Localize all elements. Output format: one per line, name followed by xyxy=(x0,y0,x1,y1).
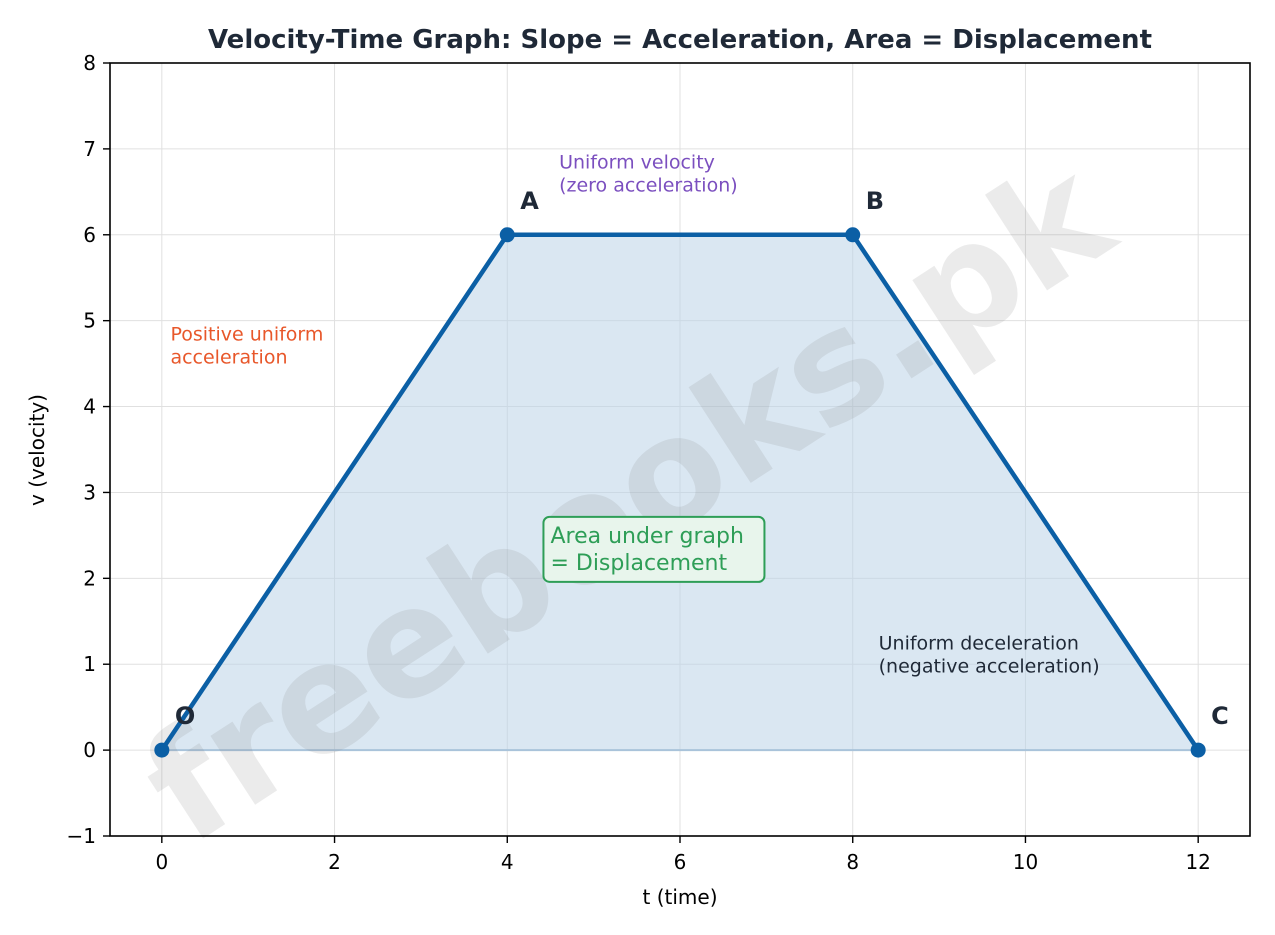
point-label-o: O xyxy=(175,702,195,730)
annotation-line: Uniform velocity xyxy=(559,151,715,173)
annotation-accel: Positive uniform acceleration xyxy=(170,323,323,368)
data-point xyxy=(499,227,515,243)
annotation-line: Positive uniform xyxy=(170,323,323,345)
x-tick-label: 2 xyxy=(328,850,341,874)
data-points: O A B C xyxy=(154,187,1229,758)
y-tick-label: 0 xyxy=(83,738,96,762)
chart-title: Velocity-Time Graph: Slope = Acceleratio… xyxy=(208,25,1152,55)
area-annotation: Area under graph = Displacement xyxy=(550,524,743,576)
point-label-b: B xyxy=(866,187,884,215)
x-tick-label: 0 xyxy=(155,850,168,874)
data-point xyxy=(154,742,170,758)
point-label-a: A xyxy=(520,187,539,215)
point-label-c: C xyxy=(1211,702,1229,730)
velocity-line xyxy=(159,232,1201,752)
y-tick-label: 2 xyxy=(83,566,96,590)
annotation-line: (zero acceleration) xyxy=(559,174,738,196)
data-point xyxy=(1190,742,1206,758)
data-point xyxy=(845,227,861,243)
y-tick-label: 3 xyxy=(83,480,96,504)
y-tick-label: 8 xyxy=(83,51,96,75)
y-tick-label: −1 xyxy=(67,824,96,848)
y-tick-label: 6 xyxy=(83,223,96,247)
annotation-line: Uniform deceleration xyxy=(879,632,1079,654)
x-axis-label: t (time) xyxy=(643,885,718,909)
x-tick-label: 6 xyxy=(674,850,687,874)
annotations: Positive uniform acceleration Uniform velo… xyxy=(170,151,1099,677)
annotation-decel: Uniform deceleration (negative accelerati… xyxy=(879,632,1100,677)
annotation-line: (negative acceleration) xyxy=(879,655,1100,677)
x-tick-label: 4 xyxy=(501,850,514,874)
area-annotation-box xyxy=(542,515,766,583)
x-tick-label: 10 xyxy=(1013,850,1038,874)
y-tick-label: 4 xyxy=(83,395,96,419)
y-axis-label: v (velocity) xyxy=(25,394,49,506)
x-tick-label: 12 xyxy=(1185,850,1210,874)
y-tick-label: 1 xyxy=(83,652,96,676)
x-tick-label: 8 xyxy=(846,850,859,874)
annotation-line: acceleration xyxy=(170,346,287,368)
area-annotation-line: Area under graph xyxy=(550,524,743,549)
series-line xyxy=(159,232,1201,752)
annotation-uniform: Uniform velocity (zero acceleration) xyxy=(559,151,738,196)
y-tick-label: 7 xyxy=(83,137,96,161)
area-annotation-line: = Displacement xyxy=(550,551,727,576)
y-tick-label: 5 xyxy=(83,309,96,333)
